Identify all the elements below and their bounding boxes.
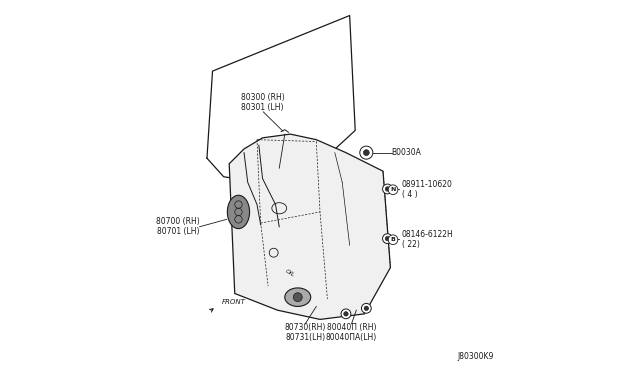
Text: 80730(RH)
80731(LH): 80730(RH) 80731(LH) [285,323,326,342]
Circle shape [385,187,390,191]
Text: 80040Π (RH)
80040ΠA(LH): 80040Π (RH) 80040ΠA(LH) [326,323,377,342]
Circle shape [360,146,373,159]
Text: 80300 (RH)
80301 (LH): 80300 (RH) 80301 (LH) [241,93,284,112]
Circle shape [344,312,348,316]
Text: J80300K9: J80300K9 [458,352,494,361]
Ellipse shape [285,288,311,307]
Circle shape [383,234,392,244]
Text: N: N [390,187,396,192]
Ellipse shape [227,195,250,229]
Circle shape [388,235,398,244]
Circle shape [293,293,302,302]
Circle shape [388,185,398,195]
Text: FRONT: FRONT [222,299,246,305]
Circle shape [364,306,369,311]
Circle shape [364,150,369,155]
Text: 08146-6122H
( 22): 08146-6122H ( 22) [401,230,453,250]
Text: B: B [390,237,396,242]
Circle shape [341,309,351,319]
Circle shape [385,236,390,241]
Text: ОIL: ОIL [285,268,296,278]
Circle shape [383,184,392,194]
Text: B0030A: B0030A [392,148,421,157]
Text: 08911-10620
( 4 ): 08911-10620 ( 4 ) [401,180,452,199]
Circle shape [362,304,371,313]
Text: 80700 (RH)
80701 (LH): 80700 (RH) 80701 (LH) [156,217,200,237]
Polygon shape [229,134,390,320]
